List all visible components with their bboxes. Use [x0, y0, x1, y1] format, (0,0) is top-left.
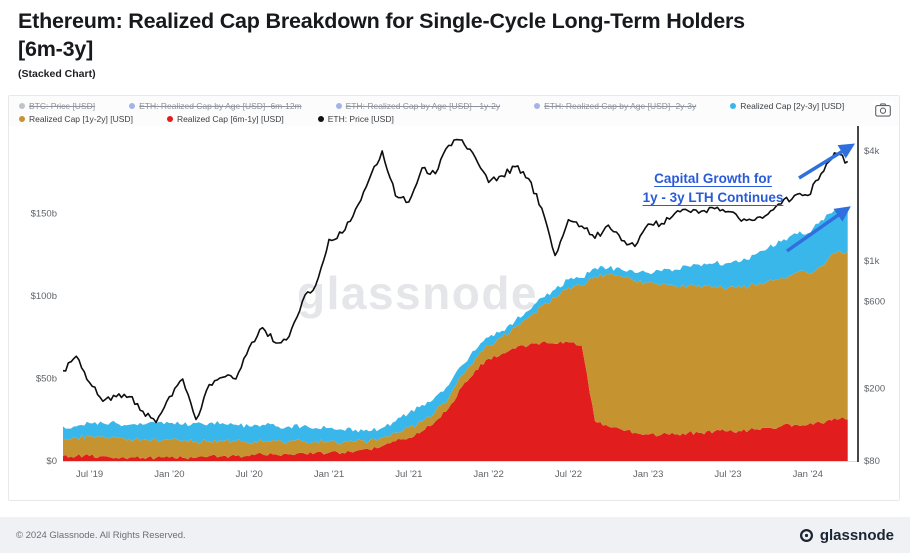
x-axis-tick: Jan '21 — [314, 469, 344, 480]
y-axis-right-tick: $200 — [864, 383, 885, 394]
series-area-6m-1y[interactable] — [63, 341, 848, 461]
legend-item[interactable]: ETH: Realized Cap by Age [USD]- 2y-3y — [534, 101, 696, 111]
legend-dot-icon — [19, 102, 25, 109]
footer-bar: © 2024 Glassnode. All Rights Reserved. g… — [0, 517, 910, 553]
legend-dot-icon — [730, 102, 737, 109]
annotation-line2: 1y - 3y LTH Continues — [642, 189, 784, 205]
legend-item[interactable]: Realized Cap [1y-2y] [USD] — [19, 114, 133, 124]
x-axis-tick: Jan '24 — [793, 469, 823, 480]
legend-dot-icon — [534, 102, 541, 109]
eth-price-line[interactable] — [62, 138, 849, 424]
x-axis-tick: Jul '20 — [236, 469, 263, 480]
legend-item-label: Realized Cap [2y-3y] [USD] — [740, 100, 845, 111]
legend-dot-icon — [166, 115, 173, 122]
x-axis-tick: Jan '23 — [633, 469, 663, 480]
y-axis-left-tick: $150b — [31, 209, 57, 220]
legend-item-label: ETH: Realized Cap by Age [USD]- 6m-12m — [139, 100, 302, 111]
camera-icon[interactable] — [873, 101, 893, 118]
legend-dot-icon — [335, 102, 342, 109]
growth-arrow-upper-icon — [798, 143, 856, 180]
legend-row: BTC: Price [USD] ETH: Realized Cap by Age… — [19, 99, 869, 112]
y-axis-right-tick: $80 — [864, 456, 880, 467]
glassnode-wordmark: glassnode — [819, 526, 894, 544]
page-title: Ethereum: Realized Cap Breakdown for Sin… — [18, 8, 894, 63]
x-axis-tick: Jan '20 — [154, 469, 184, 480]
legend-dot-icon — [129, 102, 136, 109]
glassnode-ring-icon — [799, 528, 813, 542]
glassnode-logo: glassnode — [799, 527, 894, 544]
legend-item-label: ETH: Price [USD] — [327, 113, 394, 124]
y-axis-left-tick: $50b — [36, 374, 57, 385]
annotation-line1: Capital Growth for — [654, 171, 772, 186]
page-title-line1: Ethereum: Realized Cap Breakdown for Sin… — [18, 9, 745, 33]
chart-legend: BTC: Price [USD] ETH: Realized Cap by Age… — [9, 96, 899, 126]
x-axis-tick: Jul '22 — [555, 469, 582, 480]
chart-subtitle: (Stacked Chart) — [18, 68, 96, 81]
legend-item-label: BTC: Price [USD] — [29, 100, 96, 111]
x-axis-tick: Jul '19 — [76, 469, 103, 480]
legend-item-label: Realized Cap [1y-2y] [USD] — [29, 113, 133, 124]
x-axis-tick: Jul '23 — [714, 469, 741, 480]
legend-item[interactable]: ETH: Realized Cap by Age [USD] - 1y-2y — [335, 100, 501, 111]
chart-annotation: Capital Growth for 1y - 3y LTH Continues — [607, 170, 819, 208]
x-axis-tick: Jan '22 — [473, 469, 503, 480]
legend-item[interactable]: Realized Cap [2y-3y] [USD] — [730, 101, 844, 111]
plot-area: glassnode $0 $50b $100b $150b $80 $200 $600 $1k… — [9, 126, 899, 500]
legend-item[interactable]: ETH: Price [USD] — [317, 113, 394, 124]
series-area-1y-2y[interactable] — [63, 250, 848, 460]
legend-dot-icon — [317, 115, 324, 122]
y-axis-left-tick: $100b — [31, 291, 57, 302]
legend-item-label: ETH: Realized Cap by Age [USD] - 1y-2y — [345, 100, 501, 111]
legend-dot-icon — [19, 115, 25, 122]
y-axis-right-tick: $600 — [864, 296, 885, 307]
page-title-line2: [6m-3y] — [18, 36, 94, 61]
watermark: glassnode — [297, 267, 539, 319]
legend-item-label: Realized Cap [6m-1y] [USD] — [176, 113, 284, 124]
page-header: Ethereum: Realized Cap Breakdown for Sin… — [18, 8, 894, 80]
y-axis-left-tick: $0 — [46, 456, 57, 467]
legend-item[interactable]: Realized Cap [6m-1y] [USD] — [166, 113, 284, 124]
y-axis-right-tick: $1k — [864, 256, 880, 267]
x-axis-tick: Jul '21 — [395, 469, 422, 480]
legend-row: Realized Cap [1y-2y] [USD] Realized Cap [… — [19, 112, 869, 125]
chart-plot[interactable]: $0 $50b $100b $150b $80 $200 $600 $1k $4k Jul '19… — [9, 126, 899, 500]
legend-item[interactable]: ETH: Realized Cap by Age [USD]- 6m-12m — [129, 101, 302, 111]
legend-item[interactable]: BTC: Price [USD] — [19, 101, 95, 111]
legend-item-label: ETH: Realized Cap by Age [USD]- 2y-3y — [544, 100, 697, 111]
growth-arrow-lower-icon — [785, 206, 851, 253]
y-axis-right-tick: $4k — [864, 146, 880, 157]
chart-card: BTC: Price [USD] ETH: Realized Cap by Age… — [8, 95, 900, 501]
copyright-text: © 2024 Glassnode. All Rights Reserved. — [16, 529, 186, 541]
